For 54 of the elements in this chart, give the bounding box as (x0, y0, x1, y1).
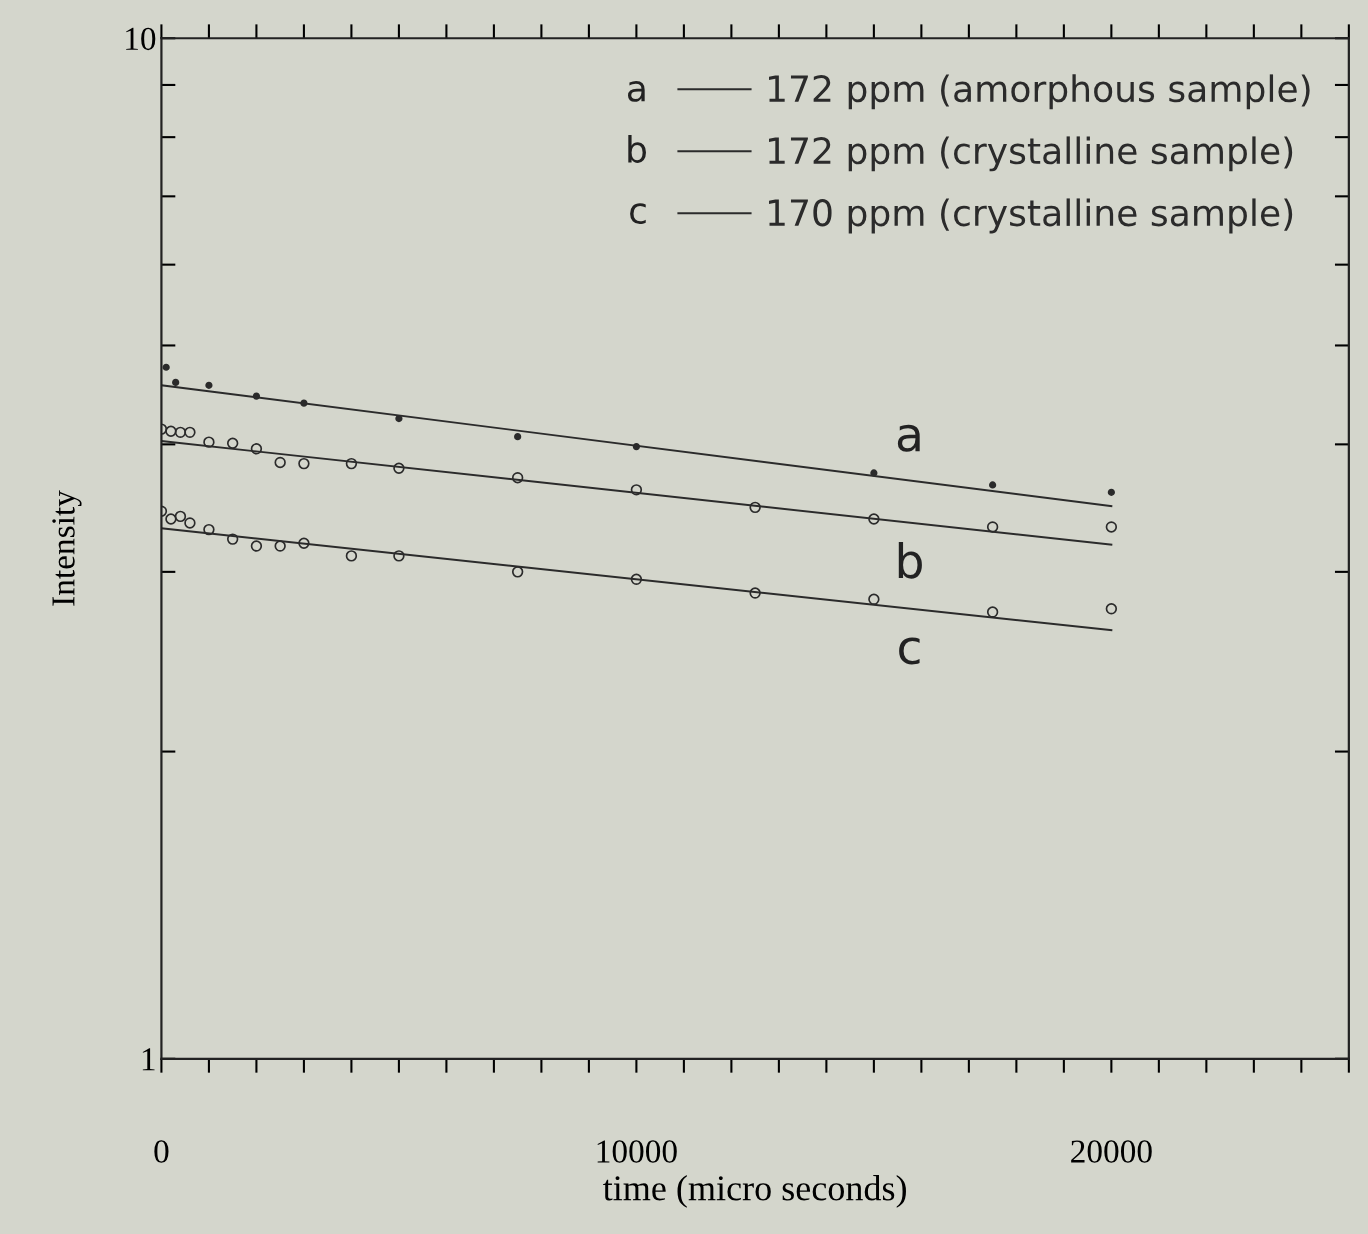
point (1107, 488, 1115, 496)
annotation: c (630, 203, 646, 225)
point (511, 472, 524, 484)
point (174, 510, 187, 523)
point (274, 456, 286, 469)
point (226, 533, 239, 545)
point (986, 521, 999, 533)
x-tick-label: 10000 (597, 1140, 677, 1163)
y-tick-label: 1 (142, 1048, 155, 1071)
point (184, 517, 196, 529)
annotation: b (898, 542, 922, 579)
point (203, 436, 215, 448)
annotation: b (628, 134, 646, 163)
point (630, 484, 643, 496)
annotation: a (897, 424, 920, 452)
point (986, 606, 999, 618)
point (393, 550, 405, 562)
point (274, 540, 286, 552)
point (174, 426, 187, 439)
point (749, 501, 761, 514)
point (172, 378, 180, 387)
y-tick-label: 10 (126, 27, 156, 51)
x-axis-title: time (micro seconds) (603, 1175, 906, 1208)
x-tick-label: 20000 (1071, 1140, 1152, 1163)
point (298, 537, 310, 549)
point (203, 523, 215, 536)
point (868, 513, 880, 525)
point (165, 425, 177, 437)
point (511, 566, 524, 578)
point (393, 462, 405, 474)
annotation: c (899, 637, 920, 665)
point (298, 457, 310, 470)
legend-label: 172 ppm (crystalline sample) (769, 136, 1293, 172)
point (1105, 603, 1118, 615)
point (630, 573, 643, 586)
point (345, 550, 358, 562)
point (868, 593, 880, 605)
point (989, 481, 997, 489)
point (205, 381, 213, 389)
point (184, 426, 196, 439)
point (1105, 521, 1118, 533)
point (165, 513, 177, 525)
point (514, 433, 522, 441)
point (250, 540, 263, 552)
point (162, 363, 170, 371)
annotation: a (628, 81, 645, 102)
point (226, 437, 239, 449)
legend-label: 170 ppm (crystalline sample) (769, 198, 1293, 234)
point (345, 457, 358, 470)
y-axis-title: Intensity (52, 490, 82, 606)
point (749, 587, 761, 599)
x-tick-label: 0 (154, 1140, 169, 1163)
point (250, 443, 263, 455)
legend-label: 172 ppm (amorphous sample) (769, 74, 1310, 110)
